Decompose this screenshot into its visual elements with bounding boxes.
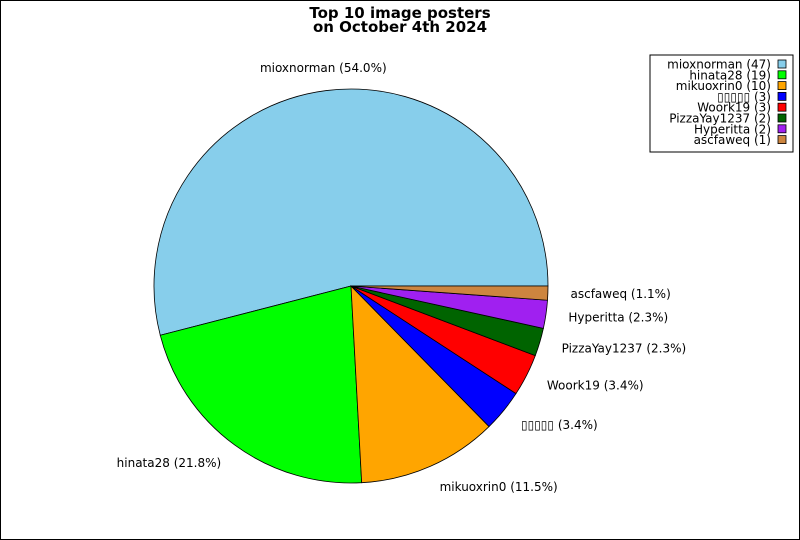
slice-label-4: Woork19 (3.4%)	[547, 378, 644, 392]
legend-swatch-0	[777, 59, 787, 69]
pie-slice-2	[350, 284, 490, 484]
slice-label-3: ▯▯▯▯▯ (3.4%)	[521, 418, 598, 432]
slice-labels: mioxnorman (54.0%) hinata28 (21.8%) mikuox…	[117, 61, 687, 494]
legend-label-2: mikuoxrin0 (10)	[676, 79, 771, 93]
slice-label-0: mioxnorman (54.0%)	[260, 61, 387, 75]
legend-label-6: Hyperitta (2)	[694, 122, 771, 136]
legend-label-7: ascfaweq (1)	[694, 133, 771, 147]
legend-swatch-3	[777, 92, 787, 101]
chart-subtitle: on October 4th 2024	[313, 18, 487, 36]
pie-slice-0	[153, 88, 549, 336]
legend-box	[649, 54, 794, 153]
slice-label-7: ascfaweq (1.1%)	[571, 287, 671, 301]
legend-label-0: mioxnorman (47)	[667, 58, 771, 72]
legend-swatch-4	[777, 102, 787, 112]
pie-slice-1	[159, 285, 363, 484]
legend-label-5: PizzaYay1237 (2)	[669, 112, 771, 126]
legend-label-1: hinata28 (19)	[689, 68, 771, 82]
slice-label-2: mikuoxrin0 (11.5%)	[440, 480, 558, 494]
slice-label-1: hinata28 (21.8%)	[117, 456, 222, 470]
legend-swatch-2	[777, 81, 787, 90]
legend-swatch-1	[777, 70, 787, 80]
legend-label-4: Woork19 (3)	[697, 101, 771, 115]
legend: mioxnorman (47)hinata28 (19)mikuoxrin0 (…	[649, 54, 794, 153]
legend-swatch-7	[777, 135, 787, 145]
legend-swatch-6	[777, 124, 787, 134]
chart-title: Top 10 image posters	[309, 4, 490, 22]
pie-slices	[153, 88, 549, 484]
pie-slice-7	[350, 285, 549, 301]
slice-label-5: PizzaYay1237 (2.3%)	[562, 342, 687, 356]
slice-label-6: Hyperitta (2.3%)	[568, 311, 668, 325]
legend-swatch-5	[777, 113, 787, 123]
legend-label-3: ▯▯▯▯▯ (3)	[717, 90, 771, 104]
